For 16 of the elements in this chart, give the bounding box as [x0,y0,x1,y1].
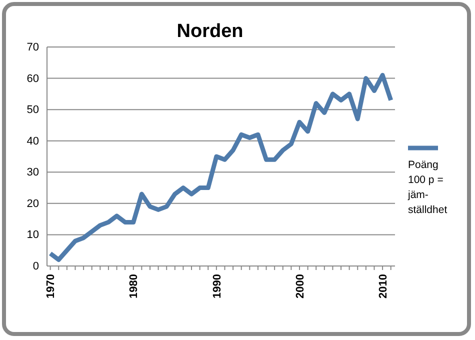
legend-label: Poäng 100 p = jäm-ställdhet [407,159,448,216]
x-tick-label: 1980 [128,274,140,298]
y-tick-label: 50 [26,104,39,116]
x-tick-label: 1990 [211,274,224,298]
x-tick-label: 2010 [377,274,390,298]
y-tick-label: 30 [26,166,39,179]
y-tick-label: 20 [26,198,39,210]
y-tick-label: 40 [26,135,39,148]
y-tick-label: 10 [26,229,39,242]
line-series [48,72,394,262]
y-tick-label: 70 [26,42,39,54]
y-tick-label: 60 [26,72,39,85]
x-tick-label: 2000 [294,274,306,298]
chart-title: Norden [176,21,244,42]
y-tick-label: 0 [32,260,39,273]
x-tick-label: 1970 [45,274,58,298]
